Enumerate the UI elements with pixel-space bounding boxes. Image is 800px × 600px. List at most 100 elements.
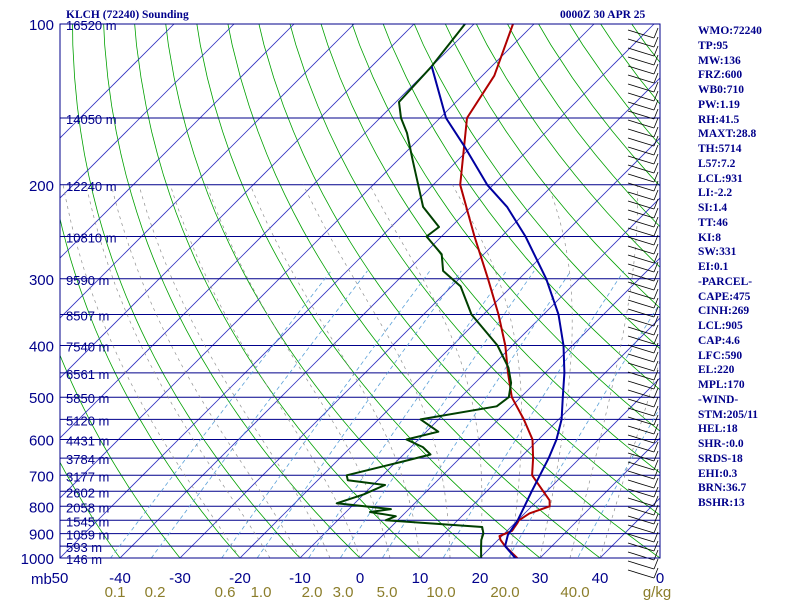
- wind-barb-flag: [653, 36, 659, 48]
- height-label: 5120 m: [66, 413, 109, 428]
- wind-barb-flag: [653, 153, 659, 165]
- pressure-tick-label: 900: [29, 527, 54, 544]
- wind-barb-flag: [653, 90, 659, 102]
- wind-barb: [627, 254, 655, 264]
- wind-barb-flag: [653, 468, 659, 480]
- dry-adiabat: [72, 24, 301, 558]
- wind-barb: [627, 317, 655, 327]
- wind-barb: [627, 200, 655, 210]
- mixing-ratio-line: [442, 270, 625, 558]
- wind-barb: [627, 443, 655, 453]
- wind-barb: [627, 29, 655, 39]
- height-label: 5850 m: [66, 391, 109, 406]
- stat-item: SI:1.4: [698, 202, 728, 214]
- stat-item: EI:0.1: [698, 261, 729, 273]
- stat-item: SHR-:0.0: [698, 438, 744, 450]
- wind-barb-flag: [653, 360, 659, 372]
- wind-barbs: [627, 27, 659, 579]
- wind-barb: [627, 362, 655, 372]
- wind-barb: [627, 344, 655, 354]
- stat-item: EL:220: [698, 364, 735, 377]
- temperature-line: [459, 24, 551, 558]
- wind-barb-flag: [653, 414, 659, 426]
- isotherm: [60, 24, 235, 199]
- wind-barb: [627, 164, 655, 174]
- dry-adiabat: [475, 24, 660, 268]
- wind-barb-flag: [653, 81, 659, 93]
- height-label: 10810 m: [66, 230, 117, 245]
- stat-item: MW:136: [698, 54, 741, 67]
- wind-barb-flag: [653, 567, 659, 579]
- wind-barb: [627, 533, 655, 543]
- mixing-ratio-label: 20.0: [490, 584, 519, 600]
- wind-barb-flag: [653, 333, 659, 345]
- isotherm: [119, 24, 655, 558]
- height-label: 1545 m: [66, 514, 109, 529]
- wind-barb-flag: [653, 342, 659, 354]
- stat-item: WMO:72240: [698, 25, 762, 37]
- wind-barb-flag: [653, 558, 659, 570]
- wind-barb-flag: [653, 504, 659, 516]
- temperature-axis-labels: 50 -40 -30 -20 -10 0 10 20 30 40 0: [52, 570, 665, 587]
- wind-barb: [627, 236, 655, 246]
- wind-barb: [627, 371, 655, 381]
- dry-adiabat: [103, 24, 361, 558]
- wind-barb-flag: [653, 405, 659, 417]
- pressure-tick-label: 200: [29, 178, 54, 195]
- wind-barb: [627, 542, 655, 552]
- wind-barb: [627, 38, 655, 48]
- wind-barb: [627, 155, 655, 165]
- wind-barb-flag: [653, 252, 659, 264]
- pressure-tick-label: 800: [29, 499, 54, 516]
- wind-barb: [627, 47, 655, 57]
- wind-barb-flag: [653, 324, 659, 336]
- wind-barb-flag: [653, 99, 659, 111]
- stat-item: EHI:0.3: [698, 467, 738, 480]
- temperature-tick-label: -20: [229, 570, 251, 587]
- wind-barb-flag: [653, 540, 659, 552]
- wind-barb-flag: [653, 378, 659, 390]
- pressure-tick-label: 700: [29, 468, 54, 485]
- stat-item: CINH:269: [698, 305, 750, 318]
- height-label: 593 m: [66, 540, 102, 555]
- dry-adiabat: [60, 461, 121, 558]
- moist-adiabat: [169, 184, 361, 558]
- wind-barb-flag: [653, 207, 659, 219]
- stat-item: CAPE:475: [698, 290, 751, 303]
- station-title: KLCH (72240) Sounding: [66, 9, 189, 21]
- wind-barb-flag: [653, 117, 659, 129]
- wind-barb-flag: [653, 288, 659, 300]
- mixing-ratio-label: 0.6: [215, 584, 236, 600]
- wind-barb: [627, 506, 655, 516]
- stat-item: LI:-2.2: [698, 187, 733, 200]
- wind-barb: [627, 335, 655, 345]
- wind-barb-flag: [653, 315, 659, 327]
- wind-barb: [627, 389, 655, 399]
- wind-barb-flag: [653, 477, 659, 489]
- mixing-ratio-line: [308, 270, 507, 558]
- stat-item: TT:46: [698, 216, 728, 229]
- isotherm: [299, 197, 660, 558]
- height-label: 4431 m: [66, 434, 109, 449]
- wind-barb-flag: [653, 351, 659, 363]
- dry-adiabat: [227, 24, 601, 558]
- wind-barb: [627, 92, 655, 102]
- mixing-ratio-line: [221, 270, 431, 558]
- wind-barb-flag: [653, 459, 659, 471]
- parcel-line: [430, 66, 566, 558]
- height-label: 146 m: [66, 552, 102, 567]
- height-label: 8507 m: [66, 309, 109, 324]
- wind-barb: [627, 524, 655, 534]
- y-axis-title: mb: [31, 571, 52, 588]
- wind-barb-flag: [653, 270, 659, 282]
- moist-adiabat: [110, 184, 301, 558]
- wind-barb: [627, 173, 655, 183]
- pressure-tick-label: 300: [29, 272, 54, 289]
- wind-barb-flag: [653, 54, 659, 66]
- temperature-tick-label: -30: [169, 570, 191, 587]
- mixing-ratio-line: [507, 302, 660, 558]
- plot-frame: [59, 23, 661, 559]
- wind-barb-flag: [653, 261, 659, 273]
- mixing-ratio-line: [381, 270, 572, 558]
